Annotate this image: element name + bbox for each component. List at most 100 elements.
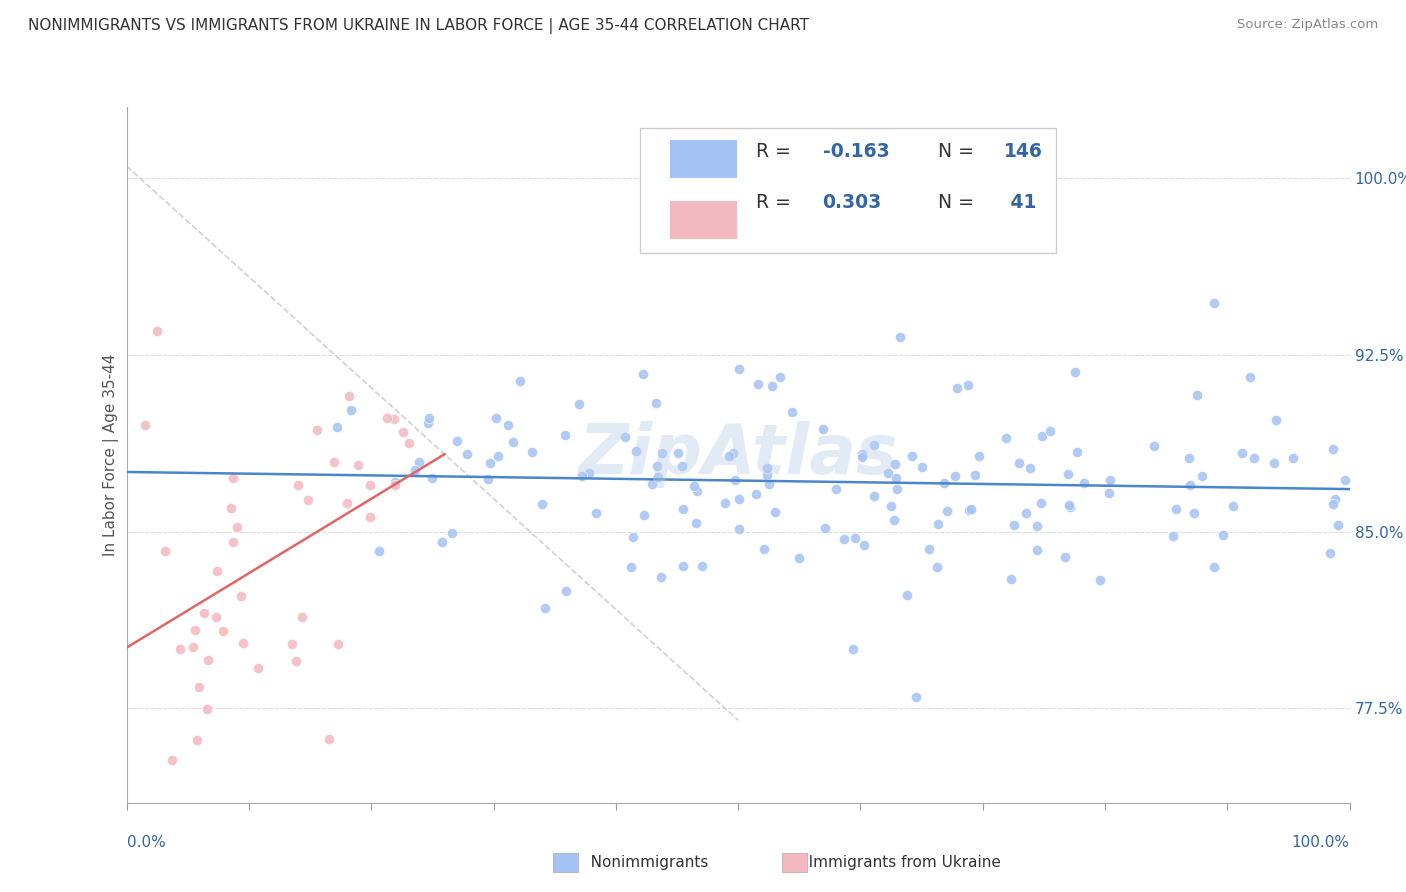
Point (181, 640, 204, 655)
Point (205, 564, 228, 578)
Point (1166, 502, 1188, 516)
Text: Nonimmigrants: Nonimmigrants (576, 855, 709, 870)
Point (650, 570, 672, 584)
Point (884, 457, 907, 471)
Point (960, 501, 983, 516)
Point (1163, 529, 1185, 543)
Point (957, 502, 980, 516)
Point (193, 606, 215, 620)
Point (384, 475, 406, 489)
Point (1015, 506, 1038, 520)
Point (614, 429, 637, 443)
Point (1039, 424, 1062, 438)
Point (851, 447, 873, 461)
Text: 0.303: 0.303 (823, 193, 882, 211)
Point (1088, 573, 1111, 587)
Point (1053, 549, 1076, 564)
Point (755, 468, 778, 483)
Point (134, 418, 156, 433)
FancyBboxPatch shape (669, 140, 737, 178)
Point (398, 436, 420, 450)
Point (1265, 413, 1288, 427)
Point (307, 423, 329, 437)
Point (918, 541, 941, 556)
Point (485, 410, 508, 425)
Point (633, 508, 655, 522)
Point (1029, 496, 1052, 510)
Point (1018, 460, 1040, 475)
Point (727, 522, 749, 536)
Point (416, 417, 439, 431)
Point (1008, 456, 1031, 470)
Point (1222, 499, 1244, 513)
Point (863, 438, 886, 452)
Point (568, 397, 591, 411)
Point (1263, 456, 1285, 470)
Point (1327, 517, 1350, 532)
Point (456, 447, 478, 461)
Point (714, 496, 737, 510)
Point (323, 455, 346, 469)
Point (1282, 450, 1305, 465)
Point (1057, 467, 1080, 482)
Point (1324, 491, 1347, 506)
Point (841, 642, 863, 657)
Point (1143, 439, 1166, 453)
Point (1098, 473, 1121, 487)
Text: N =: N = (938, 193, 980, 211)
Point (761, 378, 783, 392)
Point (1178, 451, 1201, 466)
Point (1185, 388, 1208, 402)
Point (647, 470, 669, 484)
Point (326, 420, 349, 434)
Point (883, 513, 905, 527)
Point (756, 460, 779, 475)
Point (672, 501, 695, 516)
Point (285, 654, 308, 668)
Point (633, 367, 655, 381)
Point (884, 471, 907, 485)
Point (346, 458, 368, 473)
Point (758, 477, 780, 491)
Point (744, 487, 766, 501)
Point (1182, 506, 1205, 520)
Point (721, 446, 744, 460)
Point (1239, 369, 1261, 384)
Point (578, 466, 600, 480)
Point (555, 583, 578, 598)
Point (645, 396, 668, 410)
Text: 146: 146 (1004, 142, 1042, 161)
Point (943, 469, 966, 483)
Point (752, 541, 775, 556)
Point (478, 457, 501, 471)
Point (184, 624, 207, 638)
Point (645, 458, 668, 473)
Point (727, 361, 749, 376)
Point (763, 505, 786, 519)
Point (502, 435, 524, 450)
Point (879, 499, 901, 513)
Point (153, 544, 176, 558)
Point (318, 732, 340, 747)
Point (297, 492, 319, 507)
Point (197, 653, 219, 667)
Point (222, 470, 245, 484)
Point (1230, 446, 1253, 460)
Point (534, 600, 557, 615)
Point (889, 330, 911, 344)
Point (404, 463, 426, 477)
Point (1066, 445, 1088, 459)
Point (876, 466, 898, 480)
Point (359, 477, 381, 491)
Text: NONIMMIGRANTS VS IMMIGRANTS FROM UKRAINE IN LABOR FORCE | AGE 35-44 CORRELATION : NONIMMIGRANTS VS IMMIGRANTS FROM UKRAINE… (28, 18, 808, 34)
Point (901, 449, 924, 463)
Point (384, 478, 406, 492)
Point (554, 428, 576, 442)
Point (769, 369, 792, 384)
Point (724, 473, 747, 487)
Point (967, 450, 990, 464)
Point (188, 680, 211, 694)
Point (624, 444, 647, 458)
Point (787, 551, 810, 566)
Point (340, 402, 363, 417)
